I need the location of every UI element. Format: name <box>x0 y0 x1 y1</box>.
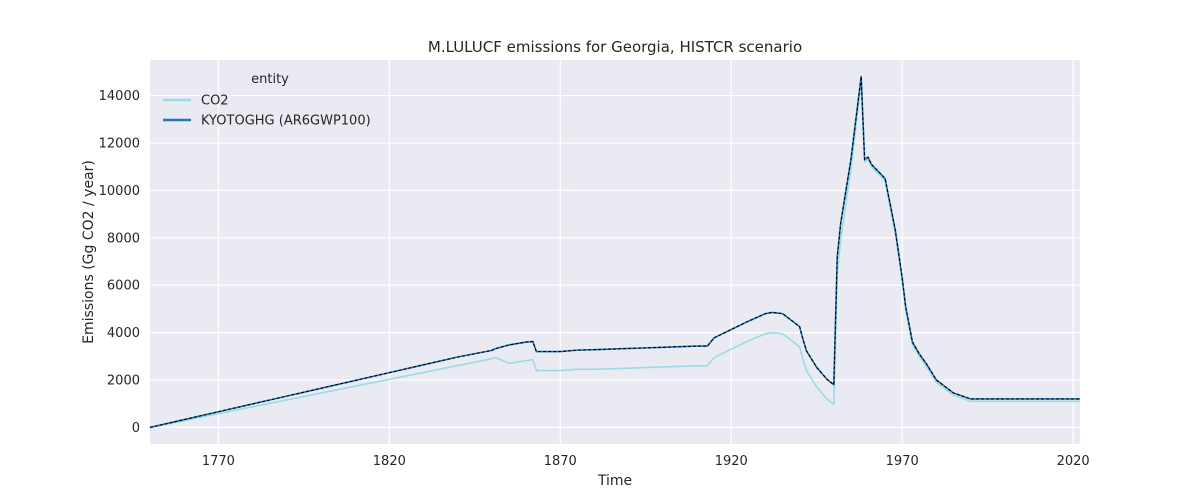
tick-layer: 1770 1820 1870 1920 1970 2020 0 2000 4000 6000 800… <box>99 89 1090 469</box>
grid-layer <box>150 60 1080 444</box>
x-axis-label: Time <box>597 473 632 489</box>
x-tick-label: 1970 <box>886 454 919 469</box>
x-tick-label: 1920 <box>715 454 748 469</box>
series-line-overlay <box>149 76 1080 428</box>
x-tick-label: 1820 <box>373 454 406 469</box>
x-tick-label: 2020 <box>1057 454 1090 469</box>
y-tick-label: 0 <box>132 421 140 436</box>
legend: entity CO2 KYOTOGHG (AR6GWP100) <box>163 72 371 129</box>
y-axis-label: Emissions (Gg CO2 / year) <box>81 160 97 344</box>
y-tick-label: 6000 <box>107 279 140 294</box>
legend-label-co2: CO2 <box>201 94 229 109</box>
legend-label-kyotoghg: KYOTOGHG (AR6GWP100) <box>201 114 371 129</box>
x-tick-label: 1770 <box>202 454 235 469</box>
chart-title: M.LULUCF emissions for Georgia, HISTCR s… <box>428 38 802 56</box>
legend-title: entity <box>251 72 289 87</box>
series-layer <box>149 75 1080 429</box>
y-tick-label: 2000 <box>107 374 140 389</box>
y-tick-label: 12000 <box>99 136 140 151</box>
x-tick-label: 1870 <box>544 454 577 469</box>
y-tick-label: 10000 <box>99 184 140 199</box>
series-line-0 <box>149 80 1080 429</box>
y-tick-label: 4000 <box>107 326 140 341</box>
y-tick-label: 8000 <box>107 231 140 246</box>
y-tick-label: 14000 <box>99 89 140 104</box>
